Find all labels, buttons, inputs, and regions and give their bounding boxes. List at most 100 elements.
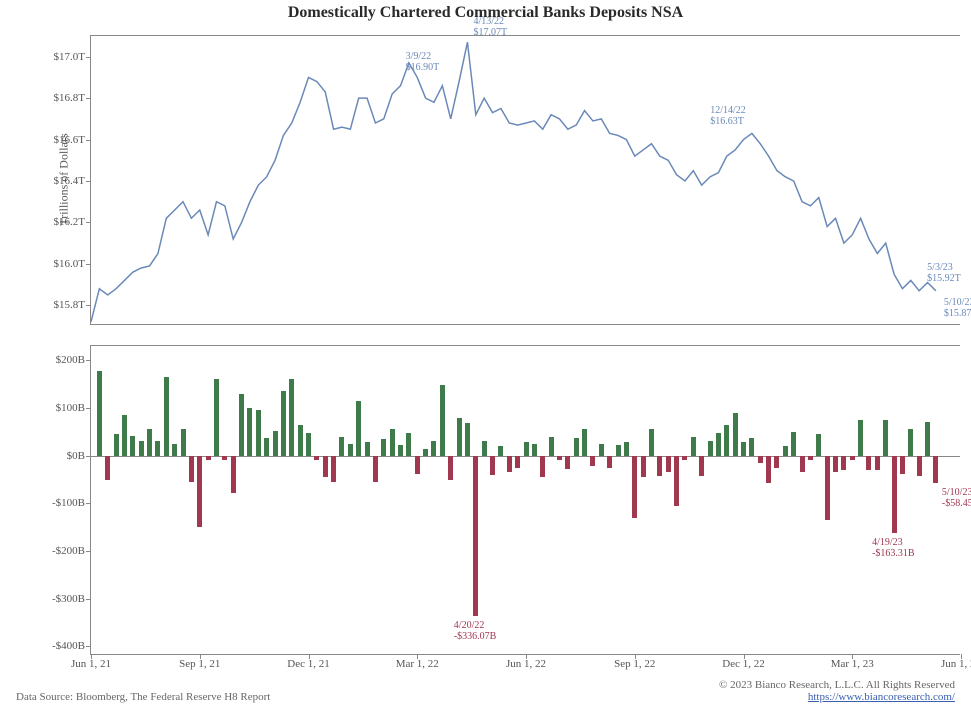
change-bar — [908, 429, 913, 455]
change-bar — [289, 379, 294, 455]
change-bar — [114, 434, 119, 455]
x-tick-mark — [417, 654, 418, 659]
change-bar — [540, 456, 545, 477]
change-bar — [222, 456, 227, 461]
change-bar — [682, 456, 687, 461]
change-bar — [247, 408, 252, 456]
change-bar — [607, 456, 612, 468]
x-tick-mark — [91, 654, 92, 659]
change-bar — [172, 444, 177, 456]
change-bar — [582, 429, 587, 455]
change-bar — [189, 456, 194, 482]
change-bar — [139, 441, 144, 455]
change-bar — [641, 456, 646, 477]
change-bar — [808, 456, 813, 461]
y-tick-mark — [86, 57, 91, 58]
change-bar — [406, 433, 411, 456]
change-bar — [147, 429, 152, 455]
x-tick-mark — [852, 654, 853, 659]
y-tick-mark — [86, 305, 91, 306]
change-bar — [498, 446, 503, 456]
source-url-link[interactable]: https://www.biancoresearch.com/ — [808, 691, 955, 703]
change-bar — [298, 425, 303, 456]
change-bar — [825, 456, 830, 520]
change-bar — [724, 425, 729, 456]
change-bar — [281, 391, 286, 455]
x-tick-mark — [744, 654, 745, 659]
change-bar — [858, 420, 863, 456]
change-bar — [256, 410, 261, 455]
change-bar — [708, 441, 713, 455]
change-bar — [649, 429, 654, 455]
change-bar — [524, 442, 529, 455]
y-tick-mark — [86, 360, 91, 361]
change-bar — [691, 437, 696, 456]
deposits-line-svg — [91, 36, 960, 324]
change-bar — [850, 456, 855, 460]
x-tick-mark — [526, 654, 527, 659]
change-bar — [624, 442, 629, 455]
x-tick-mark — [200, 654, 201, 659]
change-bar — [833, 456, 838, 473]
change-bar — [457, 418, 462, 455]
change-bar — [816, 434, 821, 455]
change-bar — [164, 377, 169, 456]
bar-annotation: 4/19/23-$163.31B — [872, 537, 915, 559]
change-bar — [917, 456, 922, 476]
change-bar — [431, 441, 436, 455]
change-bar — [122, 415, 127, 456]
x-tick-label: Jun 1, 23 — [941, 654, 971, 670]
change-bar — [699, 456, 704, 476]
change-bar — [398, 445, 403, 455]
change-bar — [532, 444, 537, 456]
line-annotation: 4/13/22$17.07T — [473, 16, 507, 38]
change-bar — [465, 423, 470, 455]
change-bar — [181, 429, 186, 455]
change-bar — [440, 385, 445, 456]
y-tick-mark — [86, 140, 91, 141]
change-bar — [841, 456, 846, 470]
change-bar — [733, 413, 738, 456]
change-bar — [892, 456, 897, 534]
y-tick-mark — [86, 264, 91, 265]
change-bar — [866, 456, 871, 470]
change-bar — [390, 429, 395, 455]
change-bar — [616, 445, 621, 455]
change-bar — [599, 444, 604, 456]
y-tick-mark — [86, 408, 91, 409]
change-bar — [348, 444, 353, 456]
copyright-text: © 2023 Bianco Research, L.L.C. All Right… — [719, 679, 955, 691]
change-bar — [883, 420, 888, 456]
y-tick-mark — [86, 551, 91, 552]
y-tick-mark — [86, 503, 91, 504]
change-bar — [925, 422, 930, 455]
change-bar — [214, 379, 219, 455]
change-bar — [490, 456, 495, 475]
change-bar — [314, 456, 319, 460]
change-bar — [515, 456, 520, 468]
change-bar — [155, 441, 160, 455]
change-bar — [791, 432, 796, 456]
change-bar — [507, 456, 512, 473]
change-bar — [557, 456, 562, 461]
change-bar — [239, 394, 244, 456]
change-bar — [749, 438, 754, 456]
change-bar — [423, 449, 428, 456]
change-bar — [356, 401, 361, 456]
change-bar — [97, 371, 102, 456]
change-bar — [632, 456, 637, 518]
y-tick-mark — [86, 98, 91, 99]
y-tick-mark — [86, 181, 91, 182]
change-bar — [766, 456, 771, 484]
zero-line — [91, 456, 960, 457]
change-bar — [105, 456, 110, 480]
change-bar — [373, 456, 378, 482]
line-annotation: 5/10/23$15.87T — [944, 297, 971, 319]
bar-annotation: 5/10/23-$58.45B — [942, 487, 971, 509]
change-bar — [774, 456, 779, 468]
change-bar — [206, 456, 211, 460]
change-bar — [565, 456, 570, 469]
change-bar — [549, 437, 554, 456]
y-tick-mark — [86, 599, 91, 600]
change-bar — [900, 456, 905, 474]
